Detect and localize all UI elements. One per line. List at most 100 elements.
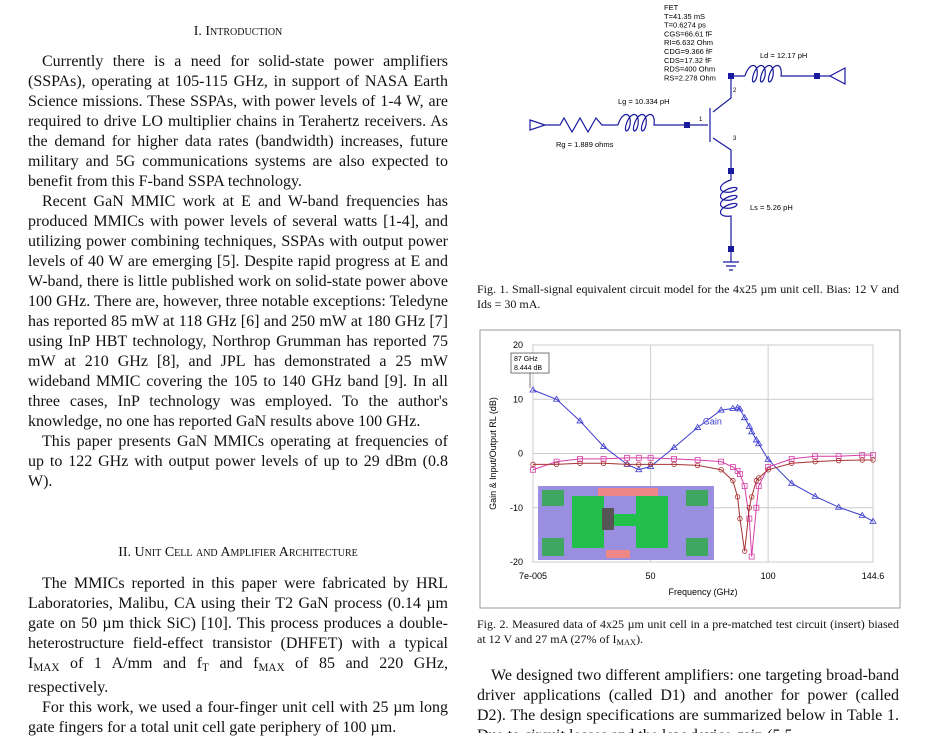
marker: [753, 504, 760, 511]
marker: [693, 423, 702, 430]
marker: [599, 442, 608, 449]
y-tick-label: 0: [518, 449, 523, 459]
text-run: We designed two different amplifiers: on…: [477, 667, 899, 733]
marker: [635, 454, 642, 461]
marker: [869, 517, 877, 524]
marker: [730, 477, 736, 484]
y-tick-label: 10: [513, 394, 523, 404]
marker: [576, 417, 584, 424]
x-tick-label: 7e-005: [519, 571, 547, 581]
marker: [530, 461, 536, 468]
marker: [812, 453, 819, 460]
text-run: of 85 and 220 GHz, respectively.: [28, 655, 449, 696]
inset-image: [538, 486, 714, 560]
marker: [624, 461, 630, 468]
fet-parameter: CDS=17.32 fF: [664, 56, 712, 65]
text-run: Recent GaN MMIC work at E and W-band fre…: [28, 193, 448, 430]
figure-caption: Fig. 1. Small-signal equivalent circuit …: [477, 282, 899, 311]
fet-parameter: FET: [664, 3, 679, 12]
pin-label: 2: [733, 88, 737, 94]
fet-parameter: RDS=400 Ohm: [664, 65, 715, 74]
text-run: of 1 A/mm and f: [59, 655, 203, 672]
marker: [577, 460, 583, 466]
marker: [737, 471, 743, 478]
marker: [746, 505, 753, 511]
subscript: MAX: [33, 661, 60, 674]
marker: [600, 456, 607, 462]
marker: [577, 456, 583, 462]
marker: [748, 494, 755, 500]
marker: [530, 466, 536, 473]
marker: [745, 422, 754, 429]
marker: [647, 461, 654, 468]
fet-parameter: T=41.35 mS: [664, 12, 705, 21]
text-run: and f: [208, 655, 259, 672]
text-run: The MMICs reported in this paper were fa…: [28, 575, 448, 672]
y-tick-label: -20: [510, 557, 523, 567]
series-line: [532, 454, 873, 557]
marker: [812, 458, 818, 465]
marker: [553, 461, 560, 468]
marker: [635, 465, 643, 473]
section-body: Currently there is a need for solid-stat…: [28, 52, 448, 492]
x-tick-label: 144.6: [862, 571, 885, 581]
marker: [756, 475, 762, 481]
text-run: Currently there is a need for solid-stat…: [28, 53, 448, 190]
marker: [859, 457, 865, 463]
marker: [746, 515, 753, 522]
circuit: [529, 64, 846, 271]
marker: [858, 511, 866, 518]
marker: [717, 406, 725, 413]
component-label: Lg = 10.334 pH: [618, 97, 670, 106]
y-tick-label: -10: [510, 503, 523, 513]
marker: [752, 436, 761, 443]
component-label: Ld = 12.17 pH: [760, 51, 807, 60]
text-run: ).: [636, 632, 644, 646]
paragraph: The MMICs reported in this paper were fa…: [28, 574, 448, 698]
fet-parameter: CGS=66.61 fF: [664, 29, 713, 38]
marker: [765, 467, 771, 473]
circuit-nodes: [684, 73, 820, 252]
pin-label: 1: [699, 117, 703, 123]
section-heading: I. Introduction: [193, 24, 283, 39]
marker: [755, 439, 763, 447]
marker: [718, 458, 725, 465]
marker: [787, 479, 796, 486]
paragraph: This paper presents GaN MMICs operating …: [28, 432, 448, 492]
marker: [529, 386, 537, 393]
marker: [741, 548, 748, 554]
marker: [788, 456, 795, 462]
subscript: MAX: [258, 661, 285, 674]
marker: [647, 454, 654, 461]
marker: [834, 503, 843, 510]
marker: [811, 492, 819, 499]
marker: [835, 457, 842, 464]
marker: [788, 460, 795, 466]
x-tick-label: 100: [761, 571, 776, 581]
marker: [737, 515, 743, 522]
y-axis-label: Gain & Input/Output RL (dB): [488, 397, 498, 510]
paragraph-text: We designed two different amplifiers: on…: [477, 666, 899, 733]
marker: [671, 461, 677, 468]
series-line: [533, 459, 873, 552]
marker: [748, 553, 755, 560]
marker: [624, 454, 630, 461]
text-run: Fig. 2. Measured data of 4x25 µm unit ce…: [477, 617, 899, 646]
fet-parameter: RS=2.278 Ohm: [664, 73, 716, 82]
marker: [670, 443, 678, 450]
x-axis-label: Frequency (GHz): [668, 587, 737, 597]
paragraph: Recent GaN MMIC work at E and W-band fre…: [28, 192, 448, 432]
fet-parameter: T=0.6274 ps: [664, 21, 706, 30]
marker-label: 87 GHz: [514, 356, 538, 363]
marker: [694, 457, 701, 463]
pin-label: 3: [733, 136, 737, 142]
marker: [736, 405, 744, 412]
section-body: The MMICs reported in this paper were fa…: [28, 574, 448, 738]
marker: [755, 483, 762, 489]
marker: [718, 467, 724, 473]
marker: [694, 462, 701, 469]
y-tick-label: 20: [513, 340, 523, 350]
marker: [740, 413, 749, 421]
